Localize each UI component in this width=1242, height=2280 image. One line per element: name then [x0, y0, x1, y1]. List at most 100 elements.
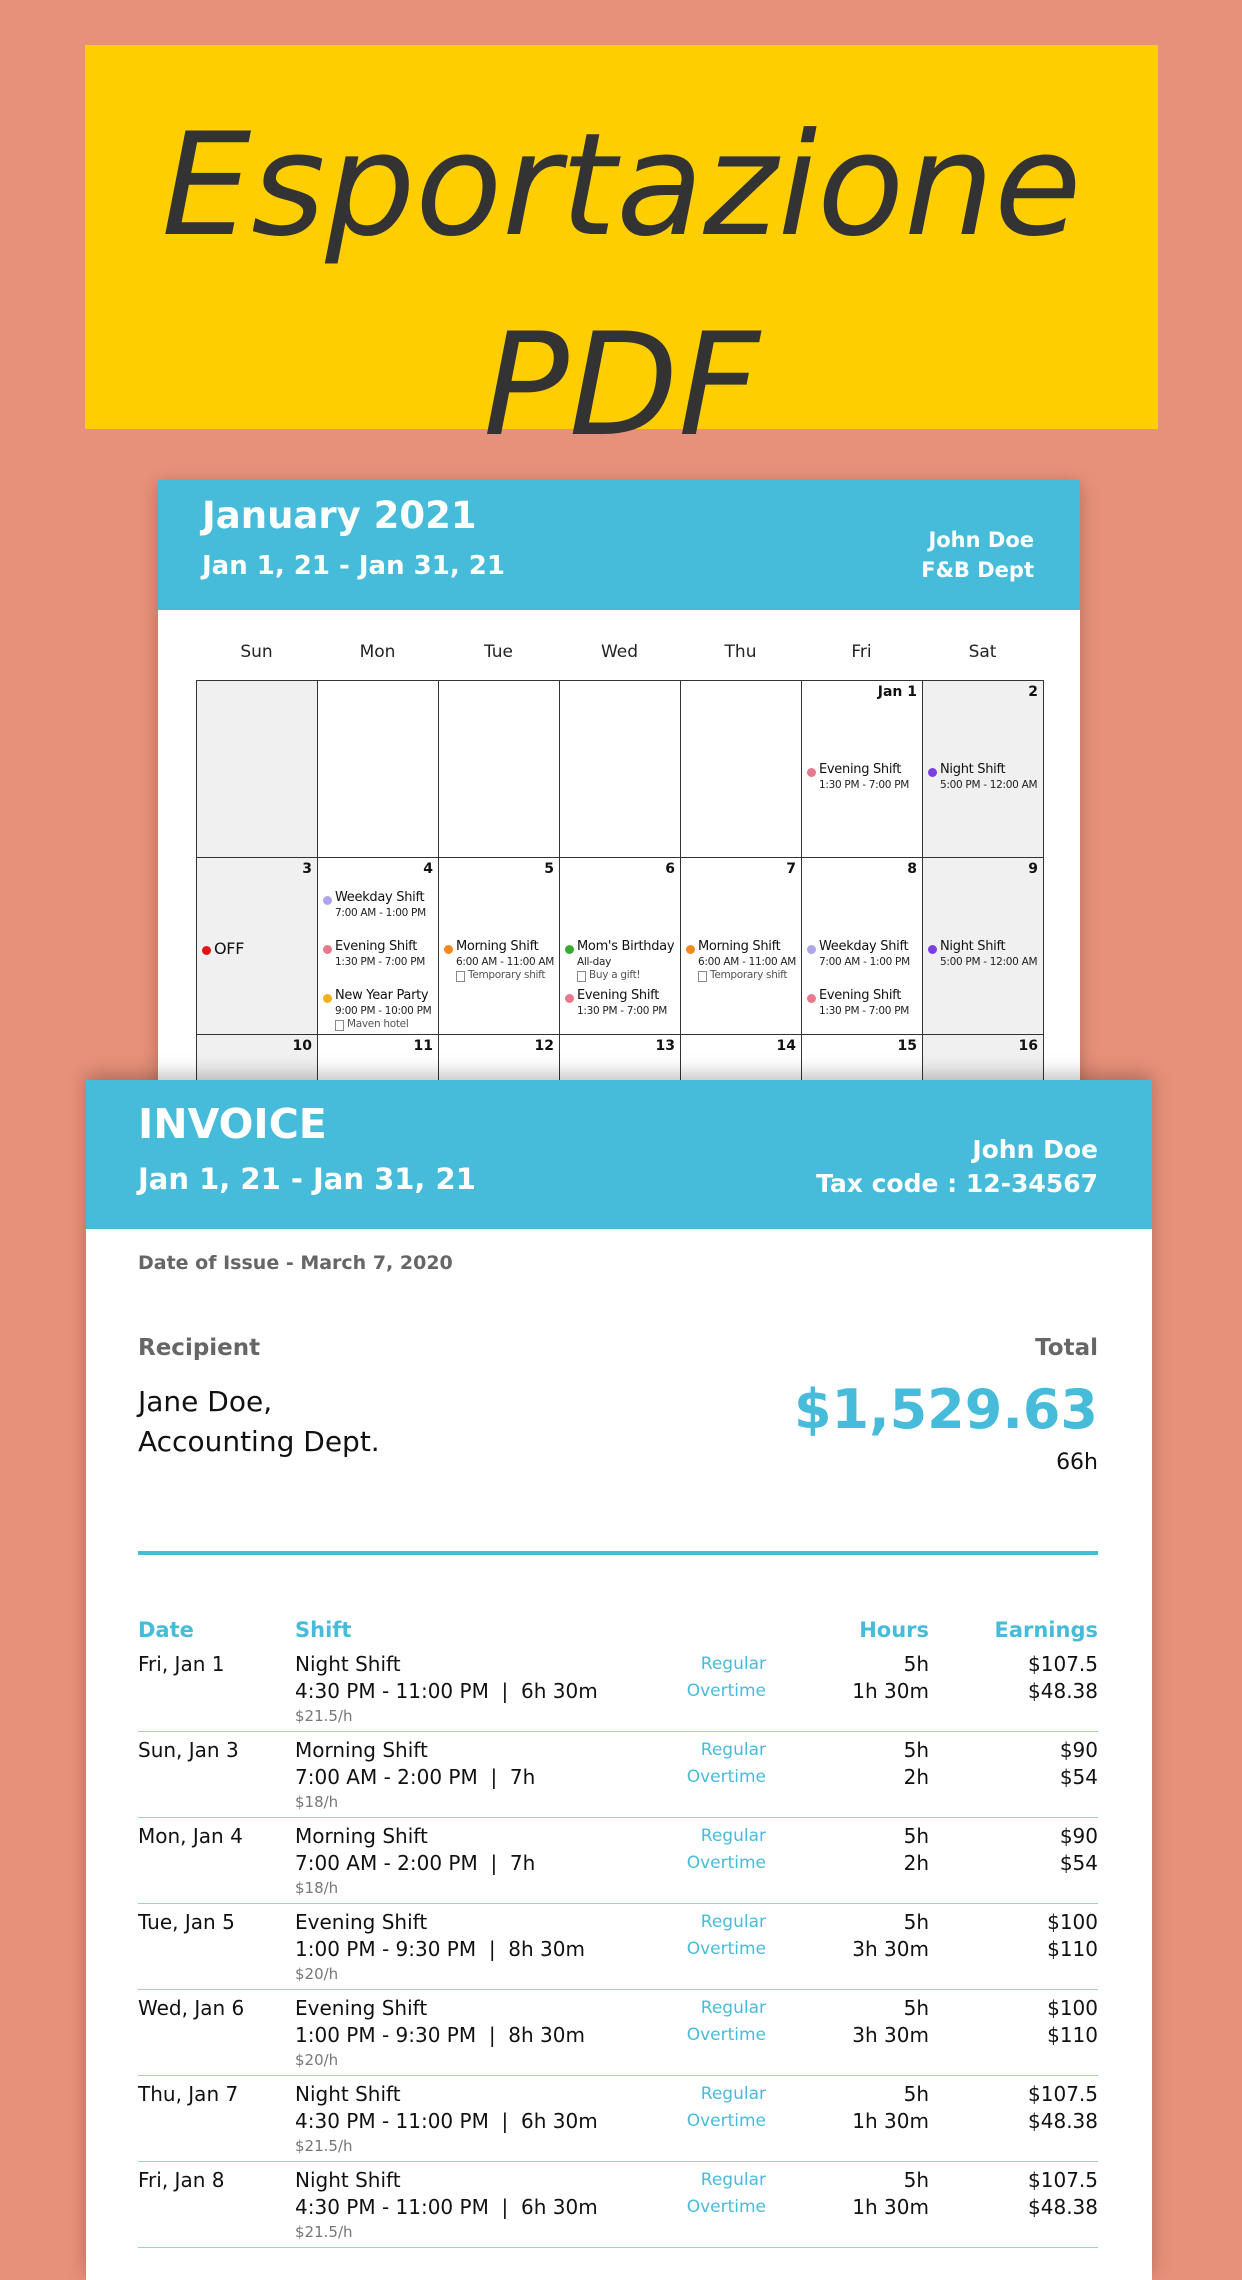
- row-time: 4:30 PM - 11:00 PM | 6h 30m: [295, 2109, 598, 2133]
- event-name: Evening Shift: [335, 939, 418, 954]
- pay-hours: 1h 30m: [852, 1679, 929, 1703]
- event-note: Maven hotel: [347, 1018, 409, 1030]
- event-dot: [807, 768, 816, 777]
- employee-name: John Doe: [928, 528, 1034, 552]
- event-time: 7:00 AM - 1:00 PM: [819, 956, 910, 968]
- row-date: Thu, Jan 7: [138, 2082, 239, 2106]
- day-number: Jan 1: [877, 684, 917, 700]
- row-separator: [138, 1903, 1098, 1904]
- total-amount: $1,529.63: [793, 1378, 1098, 1441]
- day-cell: [559, 680, 681, 858]
- invoice-title: INVOICE: [138, 1100, 327, 1148]
- event-dot: [565, 945, 574, 954]
- pay-earnings: $90: [1059, 1738, 1098, 1762]
- day-number: 15: [897, 1038, 917, 1054]
- column-header: Date: [138, 1618, 194, 1642]
- row-separator: [138, 2247, 1098, 2248]
- pay-earnings: $100: [1047, 1910, 1098, 1934]
- column-header: Shift: [295, 1618, 352, 1642]
- row-time: 4:30 PM - 11:00 PM | 6h 30m: [295, 1679, 598, 1703]
- event-dot: [686, 945, 695, 954]
- event-time: 1:30 PM - 7:00 PM: [819, 779, 909, 791]
- event-name: Evening Shift: [819, 762, 902, 777]
- day-cell: 7 Morning Shift 6:00 AM - 11:00 AM Temporar…: [680, 857, 802, 1035]
- pay-type: Overtime: [686, 2025, 766, 2045]
- event-dot: [807, 945, 816, 954]
- pay-type: Overtime: [686, 1681, 766, 1701]
- recipient: Jane Doe,: [138, 1385, 273, 1418]
- row-rate: $18/h: [295, 1793, 339, 1811]
- row-time: 7:00 AM - 2:00 PM | 7h: [295, 1851, 536, 1875]
- day-cell: 8 Weekday Shift 7:00 AM - 1:00 PM Evening S…: [801, 857, 923, 1035]
- row-shift: Evening Shift: [295, 1910, 428, 1934]
- event-note: Temporary shift: [710, 969, 788, 981]
- weekday-label: Thu: [724, 642, 757, 662]
- event-time: 6:00 AM - 11:00 AM: [698, 956, 797, 968]
- event-dot: [928, 768, 937, 777]
- event-time: 1:30 PM - 7:00 PM: [335, 956, 425, 968]
- event-time: All-day: [577, 956, 612, 968]
- banner: Esportazione PDF: [85, 45, 1158, 457]
- recipient: Accounting Dept.: [138, 1425, 380, 1458]
- day-number: 13: [655, 1038, 675, 1054]
- day-cell: 4 Weekday Shift 7:00 AM - 1:00 PM Evening S…: [317, 857, 439, 1035]
- row-date: Fri, Jan 8: [138, 2168, 225, 2192]
- pay-hours: 1h 30m: [852, 2195, 929, 2219]
- row-time: 7:00 AM - 2:00 PM | 7h: [295, 1765, 536, 1789]
- pay-hours: 3h 30m: [852, 1937, 929, 1961]
- row-time: 1:00 PM - 9:30 PM | 8h 30m: [295, 2023, 585, 2047]
- row-separator: [138, 2075, 1098, 2076]
- pay-type: Regular: [700, 1912, 766, 1932]
- calendar-title: January 2021: [202, 494, 477, 537]
- row-date: Mon, Jan 4: [138, 1824, 243, 1848]
- pay-earnings: $54: [1059, 1765, 1098, 1789]
- row-rate: $21.5/h: [295, 2223, 353, 2241]
- event-name: Morning Shift: [698, 939, 781, 954]
- invoice-card: INVOICE Jan 1, 21 - Jan 31, 21 John Doe …: [86, 1080, 1152, 2280]
- day-number: 4: [423, 861, 433, 877]
- event-dot: [202, 946, 211, 955]
- day-number: 5: [544, 861, 554, 877]
- event-name: Weekday Shift: [335, 890, 425, 905]
- day-cell: 3 OFF: [196, 857, 318, 1035]
- event-name: OFF: [214, 939, 245, 958]
- row-shift: Evening Shift: [295, 1996, 428, 2020]
- event-name: New Year Party: [335, 988, 429, 1003]
- event-time: 7:00 AM - 1:00 PM: [335, 907, 426, 919]
- divider: [138, 1551, 1098, 1555]
- invoice-header: INVOICE Jan 1, 21 - Jan 31, 21 John Doe …: [86, 1080, 1152, 1229]
- pay-hours: 5h: [903, 2082, 929, 2106]
- row-time: 1:00 PM - 9:30 PM | 8h 30m: [295, 1937, 585, 1961]
- row-shift: Morning Shift: [295, 1824, 428, 1848]
- pay-type: Regular: [700, 2170, 766, 2190]
- row-shift: Morning Shift: [295, 1738, 428, 1762]
- day-number: 11: [413, 1038, 433, 1054]
- day-number: 12: [534, 1038, 554, 1054]
- row-separator: [138, 1731, 1098, 1732]
- event-dot: [444, 945, 453, 954]
- employee-dept: F&B Dept: [921, 558, 1034, 582]
- event-name: Evening Shift: [577, 988, 660, 1003]
- column-header: Hours: [859, 1618, 929, 1642]
- row-date: Fri, Jan 1: [138, 1652, 225, 1676]
- invoice-name: John Doe: [972, 1135, 1098, 1164]
- row-rate: $21.5/h: [295, 2137, 353, 2155]
- pay-type: Overtime: [686, 1939, 766, 1959]
- day-number: 3: [302, 861, 312, 877]
- row-rate: $20/h: [295, 2051, 339, 2069]
- column-header: Earnings: [994, 1618, 1098, 1642]
- pay-type: Overtime: [686, 2197, 766, 2217]
- event-dot: [323, 945, 332, 954]
- day-cell: Jan 1 Evening Shift 1:30 PM - 7:00 PM: [801, 680, 923, 858]
- row-separator: [138, 1989, 1098, 1990]
- day-number: 8: [907, 861, 917, 877]
- pay-hours: 5h: [903, 1738, 929, 1762]
- day-cell: 2 Night Shift 5:00 PM - 12:00 AM: [922, 680, 1044, 858]
- row-shift: Night Shift: [295, 2082, 401, 2106]
- note-icon: [335, 1020, 344, 1031]
- event-name: Night Shift: [940, 939, 1006, 954]
- pay-type: Regular: [700, 1654, 766, 1674]
- pay-hours: 5h: [903, 1652, 929, 1676]
- pay-hours: 1h 30m: [852, 2109, 929, 2133]
- recipient-label: Recipient: [138, 1335, 261, 1361]
